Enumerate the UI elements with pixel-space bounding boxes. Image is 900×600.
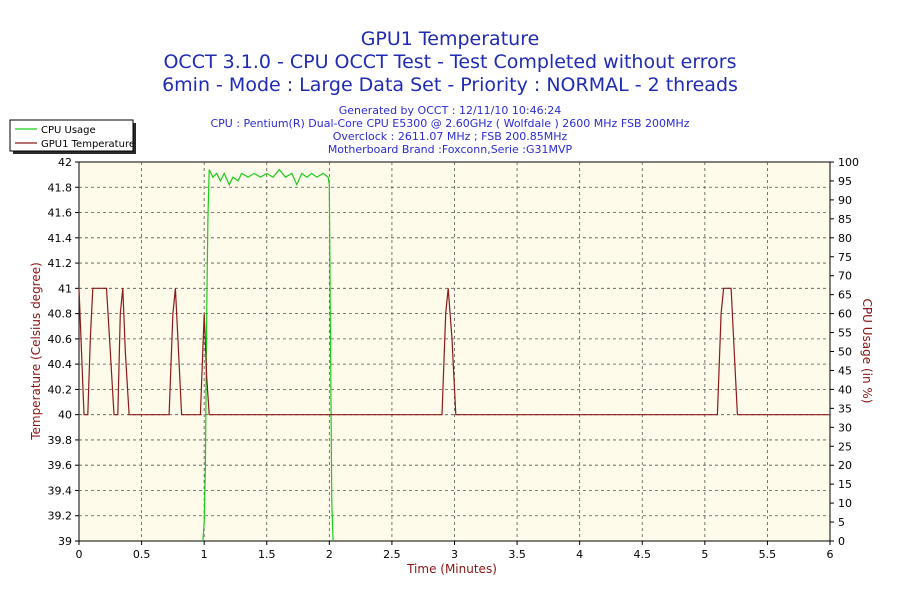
y2-tick-label: 75 bbox=[838, 251, 852, 264]
legend-label-cpu-usage: CPU Usage bbox=[41, 125, 96, 136]
y2-tick-label: 0 bbox=[838, 535, 845, 548]
axis-ticks: 0 0.5 1 1.5 2 2.5 3 3.5 4 4.5 5 5.5 6 39 39.2 39.4 39.6 3… bbox=[48, 156, 860, 561]
y2-tick-label: 15 bbox=[838, 478, 852, 491]
y2-tick-label: 45 bbox=[838, 364, 852, 377]
legend: CPU Usage GPU1 Temperature bbox=[9, 119, 136, 154]
legend-label-gpu-temperature: GPU1 Temperature bbox=[41, 139, 135, 150]
y2-tick-label: 95 bbox=[838, 175, 852, 188]
x-tick-label: 0 bbox=[76, 548, 83, 561]
x-tick-label: 2.5 bbox=[383, 548, 401, 561]
y-tick-label: 40.4 bbox=[48, 358, 73, 371]
y-tick-label: 39.6 bbox=[48, 459, 73, 472]
y-tick-label: 40.2 bbox=[48, 383, 73, 396]
y2-tick-label: 40 bbox=[838, 383, 852, 396]
y2-tick-label: 20 bbox=[838, 459, 852, 472]
y2-tick-label: 70 bbox=[838, 270, 852, 283]
y-tick-label: 41 bbox=[58, 282, 72, 295]
plot-area bbox=[78, 161, 831, 542]
x-tick-label: 5 bbox=[701, 548, 708, 561]
x-tick-label: 6 bbox=[827, 548, 834, 561]
y-tick-label: 41.8 bbox=[48, 181, 73, 194]
y2-tick-label: 10 bbox=[838, 497, 852, 510]
y-tick-label: 41.2 bbox=[48, 257, 73, 270]
y-tick-label: 39 bbox=[58, 535, 72, 548]
y2-tick-label: 35 bbox=[838, 402, 852, 415]
y2-tick-label: 85 bbox=[838, 213, 852, 226]
y2-tick-label: 80 bbox=[838, 232, 852, 245]
y-tick-label: 40.8 bbox=[48, 308, 73, 321]
y2-tick-label: 90 bbox=[838, 194, 852, 207]
y2-tick-label: 50 bbox=[838, 346, 852, 359]
x-tick-label: 3.5 bbox=[508, 548, 526, 561]
series-lines bbox=[78, 168, 830, 542]
y-tick-label: 40.6 bbox=[48, 333, 73, 346]
series-line-cpu-usage bbox=[202, 168, 334, 542]
x-tick-label: 4 bbox=[576, 548, 583, 561]
x-tick-label: 4.5 bbox=[634, 548, 652, 561]
x-tick-label: 3 bbox=[451, 548, 458, 561]
y2-tick-label: 25 bbox=[838, 440, 852, 453]
info-cpu: CPU : Pentium(R) Dual-Core CPU E5300 @ 2… bbox=[210, 117, 689, 130]
y2-tick-label: 5 bbox=[838, 516, 845, 529]
y2-tick-label: 100 bbox=[838, 156, 859, 169]
x-tick-label: 1.5 bbox=[258, 548, 276, 561]
y-tick-label: 42 bbox=[58, 156, 72, 169]
y-axis-label: Temperature (Celsius degree) bbox=[29, 262, 43, 441]
chart-subtitle-mode: 6min - Mode : Large Data Set - Priority … bbox=[162, 74, 738, 96]
y2-axis-label: CPU Usage (in %) bbox=[860, 299, 874, 404]
x-tick-label: 5.5 bbox=[759, 548, 777, 561]
y2-tick-label: 65 bbox=[838, 289, 852, 302]
x-tick-label: 2 bbox=[326, 548, 333, 561]
y-tick-label: 41.6 bbox=[48, 207, 73, 220]
info-motherboard: Motherboard Brand :Foxconn,Serie :G31MVP bbox=[328, 143, 573, 156]
info-overclock: Overclock : 2611.07 MHz ; FSB 200.85MHz bbox=[333, 130, 568, 143]
y-tick-label: 40 bbox=[58, 409, 72, 422]
y2-tick-label: 60 bbox=[838, 308, 852, 321]
chart-title: GPU1 Temperature bbox=[361, 28, 540, 50]
x-tick-label: 0.5 bbox=[133, 548, 151, 561]
info-generated: Generated by OCCT : 12/11/10 10:46:24 bbox=[339, 104, 562, 117]
x-tick-label: 1 bbox=[201, 548, 208, 561]
x-axis-label: Time (Minutes) bbox=[406, 562, 497, 576]
chart-subtitle-test: OCCT 3.1.0 - CPU OCCT Test - Test Comple… bbox=[163, 51, 736, 73]
y2-tick-label: 55 bbox=[838, 327, 852, 340]
y-tick-label: 39.4 bbox=[48, 484, 73, 497]
y-tick-label: 39.8 bbox=[48, 434, 73, 447]
y-tick-label: 41.4 bbox=[48, 232, 73, 245]
y2-tick-label: 30 bbox=[838, 421, 852, 434]
series-line-gpu1-temperature bbox=[78, 287, 830, 416]
y-tick-label: 39.2 bbox=[48, 510, 73, 523]
